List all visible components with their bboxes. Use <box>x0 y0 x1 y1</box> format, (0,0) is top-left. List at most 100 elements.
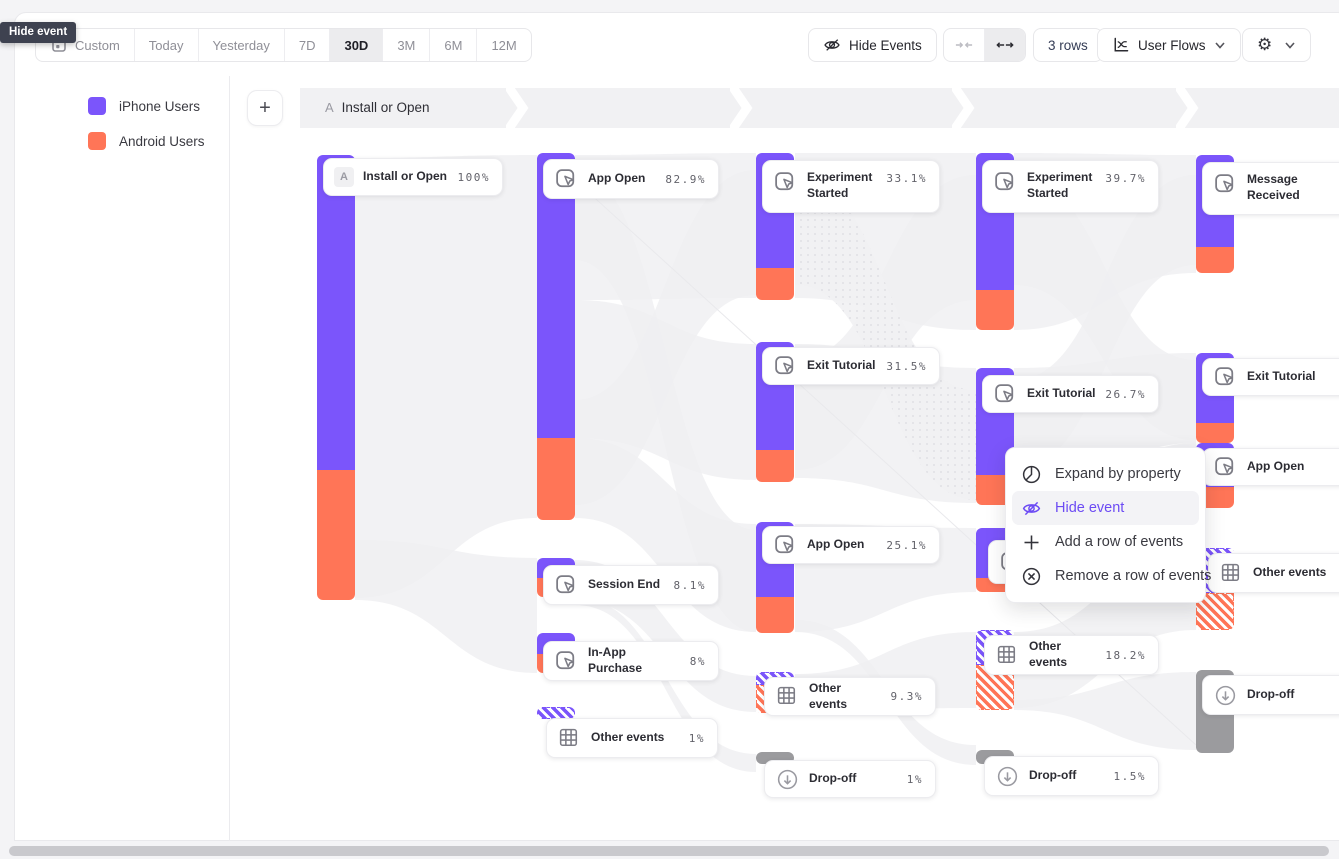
event-card[interactable]: App Open 25.1% <box>762 526 940 564</box>
date-yesterday[interactable]: Yesterday <box>199 29 285 61</box>
event-label: Drop-off <box>809 771 857 786</box>
legend-item-iphone[interactable]: iPhone Users <box>88 97 200 115</box>
cursor-event-icon <box>1215 366 1234 385</box>
toolbar: Custom Today Yesterday 7D 30D 3M 6M 12M … <box>0 28 1339 62</box>
event-card[interactable]: In-App Purchase 8% <box>543 641 719 681</box>
event-card[interactable]: Other events 1% <box>546 718 718 758</box>
event-label: Drop-off <box>1029 768 1077 783</box>
date-30d[interactable]: 30D <box>330 29 384 61</box>
event-card[interactable]: Exit Tutorial <box>1202 358 1339 396</box>
settings-dropdown[interactable]: ⚙ <box>1242 28 1312 62</box>
date-custom[interactable]: Custom <box>36 29 135 61</box>
menu-item-expand-by-property[interactable]: Expand by property <box>1012 457 1199 491</box>
menu-item-hide-event[interactable]: Hide event <box>1012 491 1199 525</box>
event-label: In-App Purchase <box>588 645 643 675</box>
bar-segment-android <box>317 470 355 600</box>
step-chevron-icon <box>952 88 975 128</box>
event-card[interactable]: Exit Tutorial 31.5% <box>762 347 940 385</box>
step-chevron-icon <box>730 88 753 128</box>
step-chevron-icon <box>506 88 529 128</box>
date-6m[interactable]: 6M <box>430 29 478 61</box>
event-card[interactable]: Experiment Started 39.7% <box>982 160 1159 213</box>
event-percent: 9.3% <box>890 690 923 703</box>
event-card[interactable]: Other events 18.2% <box>984 635 1159 675</box>
event-label: Other events <box>1029 639 1068 669</box>
cursor-event-icon <box>1215 456 1234 475</box>
event-card[interactable]: Drop-off 1.5% <box>984 756 1159 796</box>
event-label: App Open <box>1247 459 1305 474</box>
hide-events-button[interactable]: Hide Events <box>808 28 937 62</box>
hide-event-tooltip: Hide event <box>0 22 77 43</box>
step-1-label[interactable]: A Install or Open <box>325 100 430 115</box>
event-card[interactable]: Other events 9.3% <box>764 677 936 716</box>
dropoff-arrow-icon <box>777 769 798 789</box>
event-percent: 25.1% <box>886 538 927 552</box>
dropoff-arrow-icon <box>997 766 1018 786</box>
chevron-down-icon <box>1285 42 1295 49</box>
event-card[interactable]: Drop-off <box>1202 675 1339 715</box>
grid-icon <box>1221 563 1240 581</box>
event-percent: 1% <box>906 772 923 786</box>
expand-arrows-icon <box>996 42 1014 48</box>
date-7d[interactable]: 7D <box>285 29 331 61</box>
horizontal-scrollbar[interactable] <box>9 846 1329 856</box>
event-card[interactable]: Exit Tutorial 26.7% <box>982 375 1159 413</box>
event-card[interactable]: Experiment Started 33.1% <box>762 160 940 213</box>
context-menu: Expand by property Hide event Add a row … <box>1005 447 1211 603</box>
date-3m[interactable]: 3M <box>383 29 431 61</box>
event-card[interactable]: App Open 82.9% <box>543 159 719 199</box>
event-percent: 8% <box>689 654 706 668</box>
event-label: Other events <box>809 680 848 711</box>
event-card[interactable]: A Install or Open 100% <box>323 158 503 196</box>
event-percent: 1% <box>688 731 705 745</box>
grid-icon <box>777 686 796 705</box>
view-selector[interactable]: User Flows <box>1097 28 1241 62</box>
event-card[interactable]: Session End 8.1% <box>543 565 719 605</box>
legend-item-android[interactable]: Android Users <box>88 132 205 150</box>
event-percent: 33.1% <box>886 172 927 185</box>
event-percent: 31.5% <box>886 359 927 373</box>
event-card[interactable]: Other events <box>1208 553 1339 593</box>
collapse-columns-button[interactable] <box>944 29 985 61</box>
collapse-arrows-icon <box>955 42 973 48</box>
cursor-event-icon <box>775 172 794 191</box>
event-badge: A <box>334 167 354 187</box>
flow-bar[interactable] <box>317 155 355 600</box>
cursor-event-icon <box>556 574 575 593</box>
chevron-down-icon <box>1214 42 1225 49</box>
date-12m[interactable]: 12M <box>491 37 517 53</box>
bar-segment-iphone <box>317 155 355 470</box>
event-card[interactable]: App Open <box>1202 448 1339 486</box>
event-card[interactable]: Drop-off 1% <box>764 760 936 798</box>
eye-off-icon <box>824 39 840 51</box>
event-percent: 100% <box>457 170 490 184</box>
cursor-event-icon <box>556 650 575 669</box>
menu-item-add-row[interactable]: Add a row of events <box>1012 525 1199 559</box>
cursor-event-icon <box>775 534 794 553</box>
bar-segment-iphone <box>537 153 575 438</box>
grid-icon <box>997 645 1016 663</box>
event-label: App Open <box>807 537 865 552</box>
step-badge: A <box>325 100 334 115</box>
menu-item-remove-row[interactable]: Remove a row of events <box>1012 559 1211 593</box>
event-percent: 39.7% <box>1105 172 1146 185</box>
legend-swatch-iphone <box>88 97 106 115</box>
event-label: Exit Tutorial <box>807 358 876 373</box>
bar-segment-android <box>1196 247 1234 273</box>
event-percent: 1.5% <box>1113 769 1146 783</box>
event-label: Other events <box>1253 565 1327 580</box>
grid-icon <box>559 728 578 746</box>
plus-icon <box>1024 535 1039 549</box>
sidebar-divider <box>229 76 230 841</box>
date-range-control: Custom Today Yesterday 7D 30D 3M 6M 12M <box>35 28 532 62</box>
add-step-button[interactable]: + <box>247 90 283 126</box>
event-label: Exit Tutorial <box>1247 369 1316 384</box>
legend-swatch-android <box>88 132 106 150</box>
steps-band <box>300 88 1339 128</box>
date-today[interactable]: Today <box>135 29 199 61</box>
event-card[interactable]: Message Received <box>1202 162 1339 215</box>
expand-columns-button[interactable] <box>985 29 1025 61</box>
event-label: Install or Open <box>363 169 448 184</box>
rows-button[interactable]: 3 rows <box>1033 28 1103 62</box>
flow-bar[interactable] <box>537 153 575 520</box>
